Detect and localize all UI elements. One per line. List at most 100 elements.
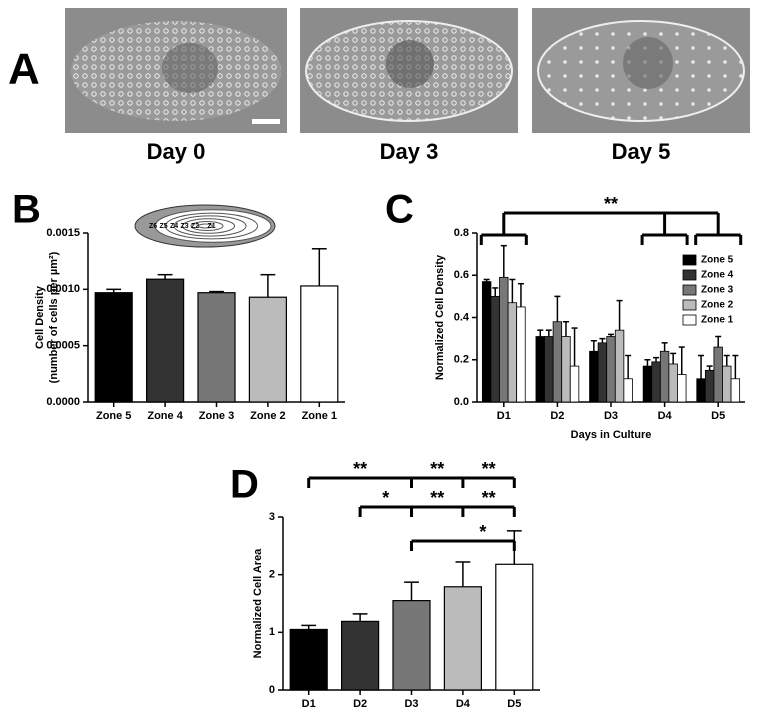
bar (677, 374, 687, 403)
bar (561, 336, 571, 403)
legend-label: Zone 1 (701, 315, 734, 326)
y-axis-label: (number of cells per µm²) (48, 251, 60, 383)
bar (606, 336, 616, 403)
panel-label: C (385, 188, 414, 232)
panel-label: B (12, 188, 41, 232)
significance: ** (482, 488, 496, 508)
inset-ring (173, 215, 247, 237)
bar (704, 369, 715, 403)
inset-ring (190, 221, 224, 231)
bar (642, 365, 653, 403)
x-tick-label: Zone 5 (96, 410, 131, 422)
x-tick-label: Zone 1 (302, 410, 337, 422)
bar (569, 365, 580, 403)
inset-label: Z3 (181, 223, 189, 230)
inset-label: Z6 (149, 223, 157, 230)
x-tick-label: D1 (497, 410, 511, 422)
bar (552, 321, 563, 403)
bar (340, 620, 380, 691)
x-tick-label: D5 (507, 698, 521, 710)
x-tick-label: Zone 4 (147, 410, 183, 422)
caption: Day 0 (147, 139, 206, 164)
significance: ** (482, 459, 496, 479)
inset-label: Z1 (208, 223, 216, 230)
bar (443, 586, 483, 691)
bar (490, 295, 500, 403)
legend-swatch (682, 284, 697, 296)
inset-ring (182, 218, 235, 234)
legend-swatch (682, 269, 697, 281)
significance: ** (430, 459, 444, 479)
center (623, 37, 673, 89)
center (386, 40, 434, 88)
legend-swatch (682, 254, 697, 266)
y-tick-label: 0.0010 (46, 283, 80, 295)
x-tick-label: D3 (604, 410, 618, 422)
y-tick-label: 0.0 (454, 396, 469, 408)
bar (730, 378, 741, 403)
y-tick-label: 0 (269, 684, 275, 696)
bar (544, 336, 554, 403)
center (162, 43, 218, 93)
x-axis-label: Days in Culture (571, 429, 652, 441)
inset-label: Z4 (170, 223, 178, 230)
x-tick-label: D3 (404, 698, 418, 710)
bar (248, 296, 288, 403)
bar (481, 281, 492, 403)
x-tick-label: D2 (550, 410, 564, 422)
panel-label: D (230, 463, 259, 507)
significance: * (382, 488, 389, 508)
caption: Day 3 (380, 139, 439, 164)
bar (145, 278, 185, 403)
legend-label: Zone 4 (701, 270, 734, 281)
y-tick-label: 0.0005 (46, 340, 80, 352)
legend-label: Zone 3 (701, 285, 734, 296)
legend-swatch (682, 314, 697, 326)
significance: * (479, 522, 486, 542)
y-tick-label: 0.6 (454, 269, 469, 281)
x-tick-label: D4 (456, 698, 471, 710)
y-axis-label: Normalized Cell Density (434, 254, 446, 380)
bar (507, 302, 518, 403)
y-tick-label: 2 (269, 569, 275, 581)
x-tick-label: Zone 2 (250, 410, 285, 422)
caption: Day 5 (612, 139, 671, 164)
x-tick-label: D4 (658, 410, 673, 422)
bar (597, 342, 608, 403)
bar (499, 276, 509, 403)
legend-swatch (682, 299, 697, 311)
x-tick-label: D1 (302, 698, 316, 710)
y-tick-label: 3 (269, 511, 275, 523)
bar (392, 600, 431, 691)
panel-label: A (8, 45, 40, 94)
significance: ** (430, 488, 444, 508)
bar (614, 329, 625, 403)
scale-bar (252, 119, 280, 124)
y-tick-label: 0.2 (454, 354, 469, 366)
y-axis-label: Normalized Cell Area (252, 548, 264, 659)
inset-label: Z5 (160, 223, 168, 230)
y-tick-label: 1 (269, 626, 275, 638)
bar (197, 292, 236, 403)
legend-label: Zone 5 (701, 255, 734, 266)
panel-a-images (65, 8, 750, 133)
bar (516, 306, 526, 403)
y-tick-label: 0.0000 (46, 396, 80, 408)
bar (659, 350, 670, 403)
significance: ** (353, 459, 367, 479)
bar (589, 350, 599, 403)
inset-ring (165, 212, 258, 240)
x-tick-label: D2 (353, 698, 367, 710)
bar (94, 292, 133, 403)
bar (722, 365, 732, 403)
bar (713, 346, 723, 403)
legend-label: Zone 2 (701, 300, 734, 311)
y-tick-label: 0.8 (454, 227, 469, 239)
bar (300, 285, 339, 403)
bar (696, 378, 706, 403)
y-tick-label: 0.4 (454, 311, 470, 323)
y-axis-label: Cell Density (34, 285, 46, 349)
y-tick-label: 0.0015 (46, 227, 80, 239)
bar (651, 361, 661, 403)
